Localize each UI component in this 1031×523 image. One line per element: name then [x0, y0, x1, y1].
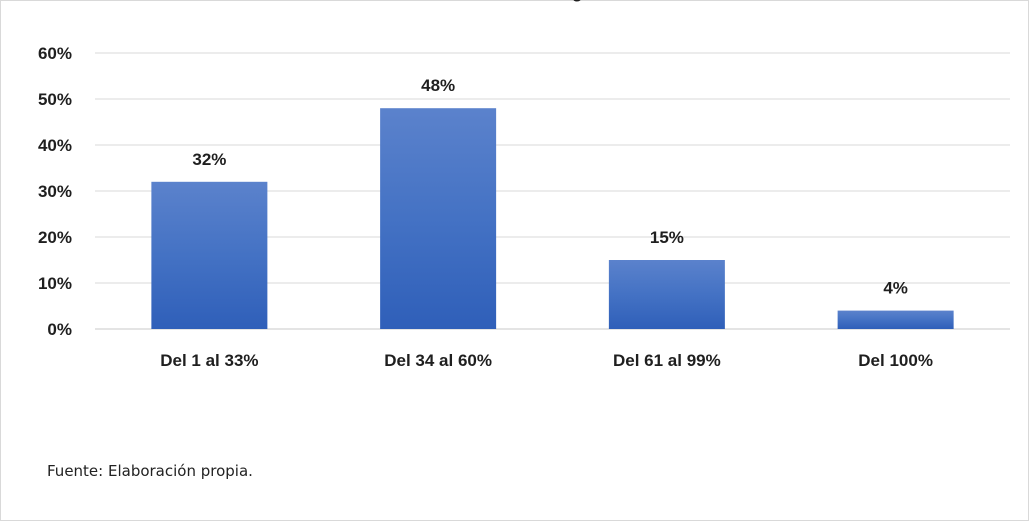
data-label: 4%	[883, 279, 908, 298]
y-tick-label: 0%	[47, 320, 72, 339]
x-category-label: Del 1 al 33%	[160, 351, 258, 370]
y-axis-ticks: 0% 10% 20% 30% 40% 50% 60%	[38, 44, 72, 339]
chart-title-fragment: g	[572, 0, 582, 2]
x-axis-categories: Del 1 al 33% Del 34 al 60% Del 61 al 99% De…	[160, 351, 933, 370]
y-tick-label: 30%	[38, 182, 72, 201]
bar	[608, 260, 725, 329]
bars	[151, 108, 954, 329]
x-category-label: Del 34 al 60%	[384, 351, 492, 370]
bar	[151, 181, 268, 329]
y-tick-label: 10%	[38, 274, 72, 293]
svg-text:g: g	[572, 0, 582, 2]
source-note: Fuente: Elaboración propia.	[47, 462, 253, 480]
x-category-label: Del 61 al 99%	[613, 351, 721, 370]
x-category-label: Del 100%	[858, 351, 933, 370]
data-label: 48%	[421, 76, 455, 95]
y-tick-label: 40%	[38, 136, 72, 155]
y-tick-label: 20%	[38, 228, 72, 247]
bar	[380, 108, 497, 329]
y-tick-label: 50%	[38, 90, 72, 109]
data-labels: 32% 48% 15% 4%	[192, 76, 908, 297]
data-label: 15%	[650, 228, 684, 247]
y-tick-label: 60%	[38, 44, 72, 63]
bar	[837, 310, 954, 329]
data-label: 32%	[192, 150, 226, 169]
